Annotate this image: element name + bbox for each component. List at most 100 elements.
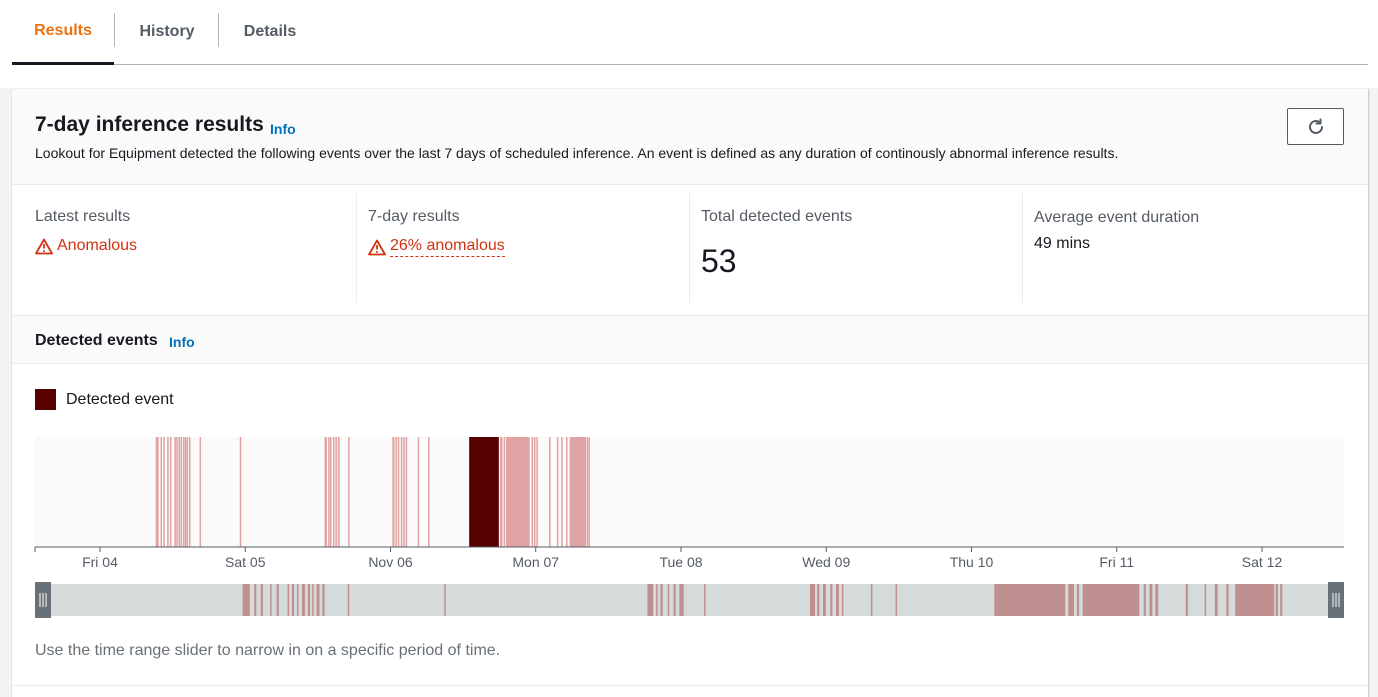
event-bar[interactable] bbox=[167, 437, 169, 547]
stat-label: Latest results bbox=[35, 208, 131, 225]
event-bar[interactable] bbox=[239, 437, 242, 547]
event-bar[interactable] bbox=[428, 437, 430, 547]
slider-event-bar bbox=[841, 584, 844, 616]
x-tick-label: Tue 08 bbox=[659, 554, 702, 570]
event-bar[interactable] bbox=[335, 437, 337, 547]
card-header: 7-day inference results Info Lookout for… bbox=[12, 89, 1368, 185]
event-bar[interactable] bbox=[400, 437, 403, 547]
slider-event-bar bbox=[291, 584, 295, 616]
stat-latest-results: Latest results Anomalous bbox=[12, 185, 345, 303]
slider-event-bar bbox=[1082, 584, 1140, 616]
event-bar[interactable] bbox=[199, 437, 202, 547]
event-bar[interactable] bbox=[178, 437, 180, 547]
slider-event-bar bbox=[260, 584, 263, 616]
slider-event-bar bbox=[647, 584, 654, 616]
event-bar[interactable] bbox=[500, 437, 503, 547]
event-bar[interactable] bbox=[176, 437, 178, 547]
event-bar[interactable] bbox=[533, 437, 536, 547]
slider-event-bar bbox=[660, 584, 663, 616]
slider-event-bar bbox=[994, 584, 1066, 616]
tab-bar: Results History Details bbox=[12, 0, 1368, 65]
event-bar[interactable] bbox=[155, 437, 159, 547]
event-bar[interactable] bbox=[405, 437, 408, 547]
stat-divider bbox=[356, 193, 357, 303]
slider-event-bar bbox=[1204, 584, 1207, 616]
event-bar[interactable] bbox=[531, 437, 534, 547]
event-bar[interactable] bbox=[188, 437, 191, 547]
event-bar[interactable] bbox=[417, 437, 420, 547]
latest-status: Anomalous bbox=[35, 237, 137, 255]
slider-event-bar bbox=[296, 584, 299, 616]
event-bar[interactable] bbox=[169, 437, 172, 547]
tab-history[interactable]: History bbox=[139, 23, 195, 40]
x-tick-label: Sat 12 bbox=[1242, 554, 1283, 570]
average-duration-value: 49 mins bbox=[1034, 235, 1091, 252]
event-bar[interactable] bbox=[329, 437, 332, 547]
slider-event-bar bbox=[242, 584, 250, 616]
x-tick-label: Thu 10 bbox=[950, 554, 994, 570]
event-bar[interactable] bbox=[395, 437, 397, 547]
page-title: 7-day inference results bbox=[35, 113, 264, 136]
slider-event-bar bbox=[704, 584, 706, 616]
total-events-value: 53 bbox=[701, 243, 737, 279]
event-bar[interactable] bbox=[324, 437, 327, 547]
event-bar[interactable] bbox=[549, 437, 551, 547]
slider-event-bar bbox=[307, 584, 311, 616]
card-description: Lookout for Equipment detected the follo… bbox=[35, 145, 1119, 161]
event-bar[interactable] bbox=[403, 437, 405, 547]
event-bar[interactable] bbox=[160, 437, 163, 547]
event-bar[interactable] bbox=[337, 437, 340, 547]
slider-event-bar bbox=[1143, 584, 1146, 616]
slider-event-bar bbox=[809, 584, 816, 616]
slider-event-bar bbox=[667, 584, 670, 616]
slider-event-bar bbox=[1068, 584, 1075, 616]
legend-label: Detected event bbox=[66, 390, 174, 408]
slider-event-bar bbox=[1076, 584, 1080, 616]
event-bar[interactable] bbox=[186, 437, 189, 547]
time-range-hint: Use the time range slider to narrow in o… bbox=[35, 642, 501, 659]
event-bar[interactable] bbox=[348, 437, 350, 547]
event-bar[interactable] bbox=[163, 437, 165, 547]
events-header: Detected events Info bbox=[12, 316, 1368, 364]
event-bar[interactable] bbox=[397, 437, 400, 547]
event-bar[interactable] bbox=[586, 437, 589, 547]
seven-day-status[interactable]: 26% anomalous bbox=[368, 237, 505, 257]
event-bar[interactable] bbox=[556, 437, 559, 547]
tab-details[interactable]: Details bbox=[243, 23, 297, 40]
event-bar[interactable] bbox=[333, 437, 335, 547]
event-bar[interactable] bbox=[328, 437, 330, 547]
event-bar[interactable] bbox=[561, 437, 563, 547]
tab-results[interactable]: Results bbox=[12, 0, 114, 65]
event-bar[interactable] bbox=[469, 437, 499, 547]
event-bar[interactable] bbox=[503, 437, 506, 547]
time-range-slider[interactable] bbox=[35, 584, 1344, 616]
x-tick-label: Nov 06 bbox=[368, 554, 413, 570]
slider-event-bar bbox=[1280, 584, 1283, 616]
slider-event-bar bbox=[673, 584, 676, 616]
slider-event-bar bbox=[1226, 584, 1229, 616]
event-bar[interactable] bbox=[566, 437, 568, 547]
slider-event-bar bbox=[316, 584, 320, 616]
stat-label: Total detected events bbox=[701, 208, 853, 225]
summary-stats: Latest results Anomalous 7-day results 2 bbox=[12, 185, 1368, 316]
event-bar[interactable] bbox=[569, 437, 586, 547]
refresh-button[interactable] bbox=[1287, 108, 1344, 145]
slider-event-bar bbox=[817, 584, 820, 616]
warning-icon bbox=[35, 238, 53, 254]
event-bar[interactable] bbox=[180, 437, 182, 547]
event-bar[interactable] bbox=[184, 437, 187, 547]
slider-event-bar bbox=[830, 584, 833, 616]
title-info-link[interactable]: Info bbox=[270, 121, 296, 137]
x-tick-label: Wed 09 bbox=[802, 554, 850, 570]
event-bar[interactable] bbox=[182, 437, 185, 547]
event-bar[interactable] bbox=[174, 437, 176, 547]
refresh-icon bbox=[1308, 118, 1323, 134]
event-bar[interactable] bbox=[536, 437, 538, 547]
events-info-link[interactable]: Info bbox=[169, 334, 195, 350]
legend-swatch bbox=[35, 389, 56, 410]
slider-event-bar bbox=[870, 584, 873, 616]
event-bar[interactable] bbox=[588, 437, 590, 547]
event-bar[interactable] bbox=[392, 437, 395, 547]
slider-event-bar bbox=[1149, 584, 1153, 616]
event-bar[interactable] bbox=[506, 437, 530, 547]
